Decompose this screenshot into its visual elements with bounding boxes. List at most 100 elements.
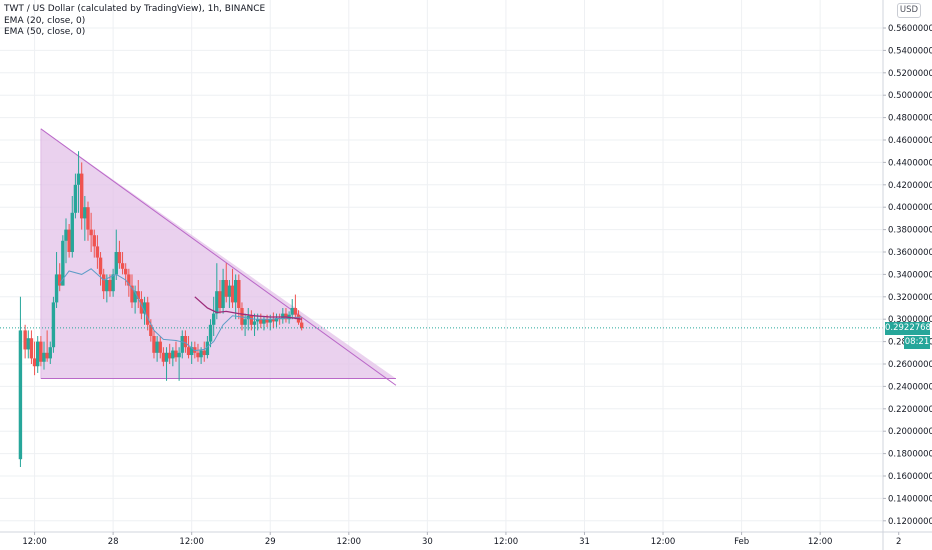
candle (211, 296, 216, 336)
candle (167, 343, 172, 364)
last-price-badge: 0.29227687 (885, 322, 932, 335)
candle (29, 330, 34, 364)
candle-body (23, 330, 27, 350)
candle-body (183, 336, 188, 348)
candle-body (26, 338, 30, 350)
candle (117, 240, 122, 269)
candle-body (42, 352, 46, 362)
candle (89, 212, 93, 252)
candle-body (230, 285, 235, 303)
candle-body (145, 302, 150, 325)
candle (114, 229, 118, 280)
ema20-legend[interactable]: EMA (20, close, 0) (4, 15, 86, 26)
currency-badge[interactable]: USD (897, 3, 921, 18)
candle (196, 343, 200, 362)
candle (51, 296, 56, 353)
candle (293, 294, 298, 320)
candle (58, 263, 62, 292)
time-tick-label: 28 (108, 537, 119, 547)
candle-body (271, 319, 276, 322)
candle-body (61, 240, 65, 286)
candle (39, 336, 43, 367)
candle (240, 302, 244, 331)
candle (86, 201, 90, 241)
candle (218, 280, 222, 314)
candle-body (149, 324, 153, 336)
ema20-line (59, 268, 302, 352)
candlestick-series (18, 151, 304, 468)
candle-body (123, 268, 128, 275)
candle-body (196, 352, 200, 358)
candle-body (139, 299, 144, 314)
candle-body (186, 347, 191, 356)
time-axis[interactable]: 12:00 28 12:00 29 12:00 30 12:00 31 12:00 Feb 12:0… (0, 531, 932, 547)
candle-body (51, 302, 56, 348)
candle (54, 252, 59, 308)
candle-body (293, 308, 298, 315)
candle-body (199, 350, 203, 358)
candle-body (211, 313, 216, 325)
candle (171, 347, 175, 367)
candle (80, 162, 84, 230)
candle-body (136, 291, 140, 300)
candle (246, 308, 250, 331)
candle-body (224, 280, 228, 297)
candle-body (240, 308, 244, 325)
candle (70, 196, 74, 258)
candle-body (274, 318, 279, 322)
time-tick-label: 12:00 (337, 537, 362, 547)
candle (111, 268, 115, 297)
candle-body (111, 274, 115, 292)
candle (221, 268, 225, 314)
candle-body (180, 336, 184, 353)
time-tick-label: 12:00 (179, 537, 204, 547)
candle (95, 235, 100, 269)
candle-body (67, 229, 71, 252)
candle (73, 173, 78, 219)
ema50-legend[interactable]: EMA (50, close, 0) (4, 27, 86, 37)
triangle-fill (40, 128, 396, 379)
candle-body (108, 280, 112, 292)
candle-body (171, 350, 175, 359)
candle (180, 330, 184, 359)
candle-body (221, 280, 225, 308)
candle (145, 296, 150, 331)
candle (177, 347, 181, 381)
candle-body (167, 352, 172, 359)
candle-body (95, 246, 100, 258)
candle (208, 319, 213, 348)
candle (215, 263, 219, 320)
candle (67, 224, 71, 258)
candle-body (246, 315, 250, 320)
candle-body (158, 341, 162, 353)
candle-body (58, 274, 62, 286)
candle-body (299, 322, 304, 329)
candle-body (127, 274, 131, 286)
time-tick-label: 30 (422, 537, 433, 547)
candle-body (39, 341, 43, 362)
time-tick-label: 12:00 (494, 537, 519, 547)
candle-body (36, 341, 40, 367)
candle (18, 296, 23, 468)
candle (130, 274, 134, 308)
candle (186, 336, 191, 359)
candle (123, 263, 128, 286)
candle (158, 336, 162, 359)
symbol-title[interactable]: TWT / US Dollar (calculated by TradingVi… (4, 4, 266, 14)
candle-body (29, 338, 34, 359)
candle (98, 252, 103, 286)
time-tick-label: Feb (734, 537, 749, 547)
candle-body (117, 252, 122, 264)
candle-body (189, 347, 194, 356)
time-tick-label: 12:00 (651, 537, 676, 547)
